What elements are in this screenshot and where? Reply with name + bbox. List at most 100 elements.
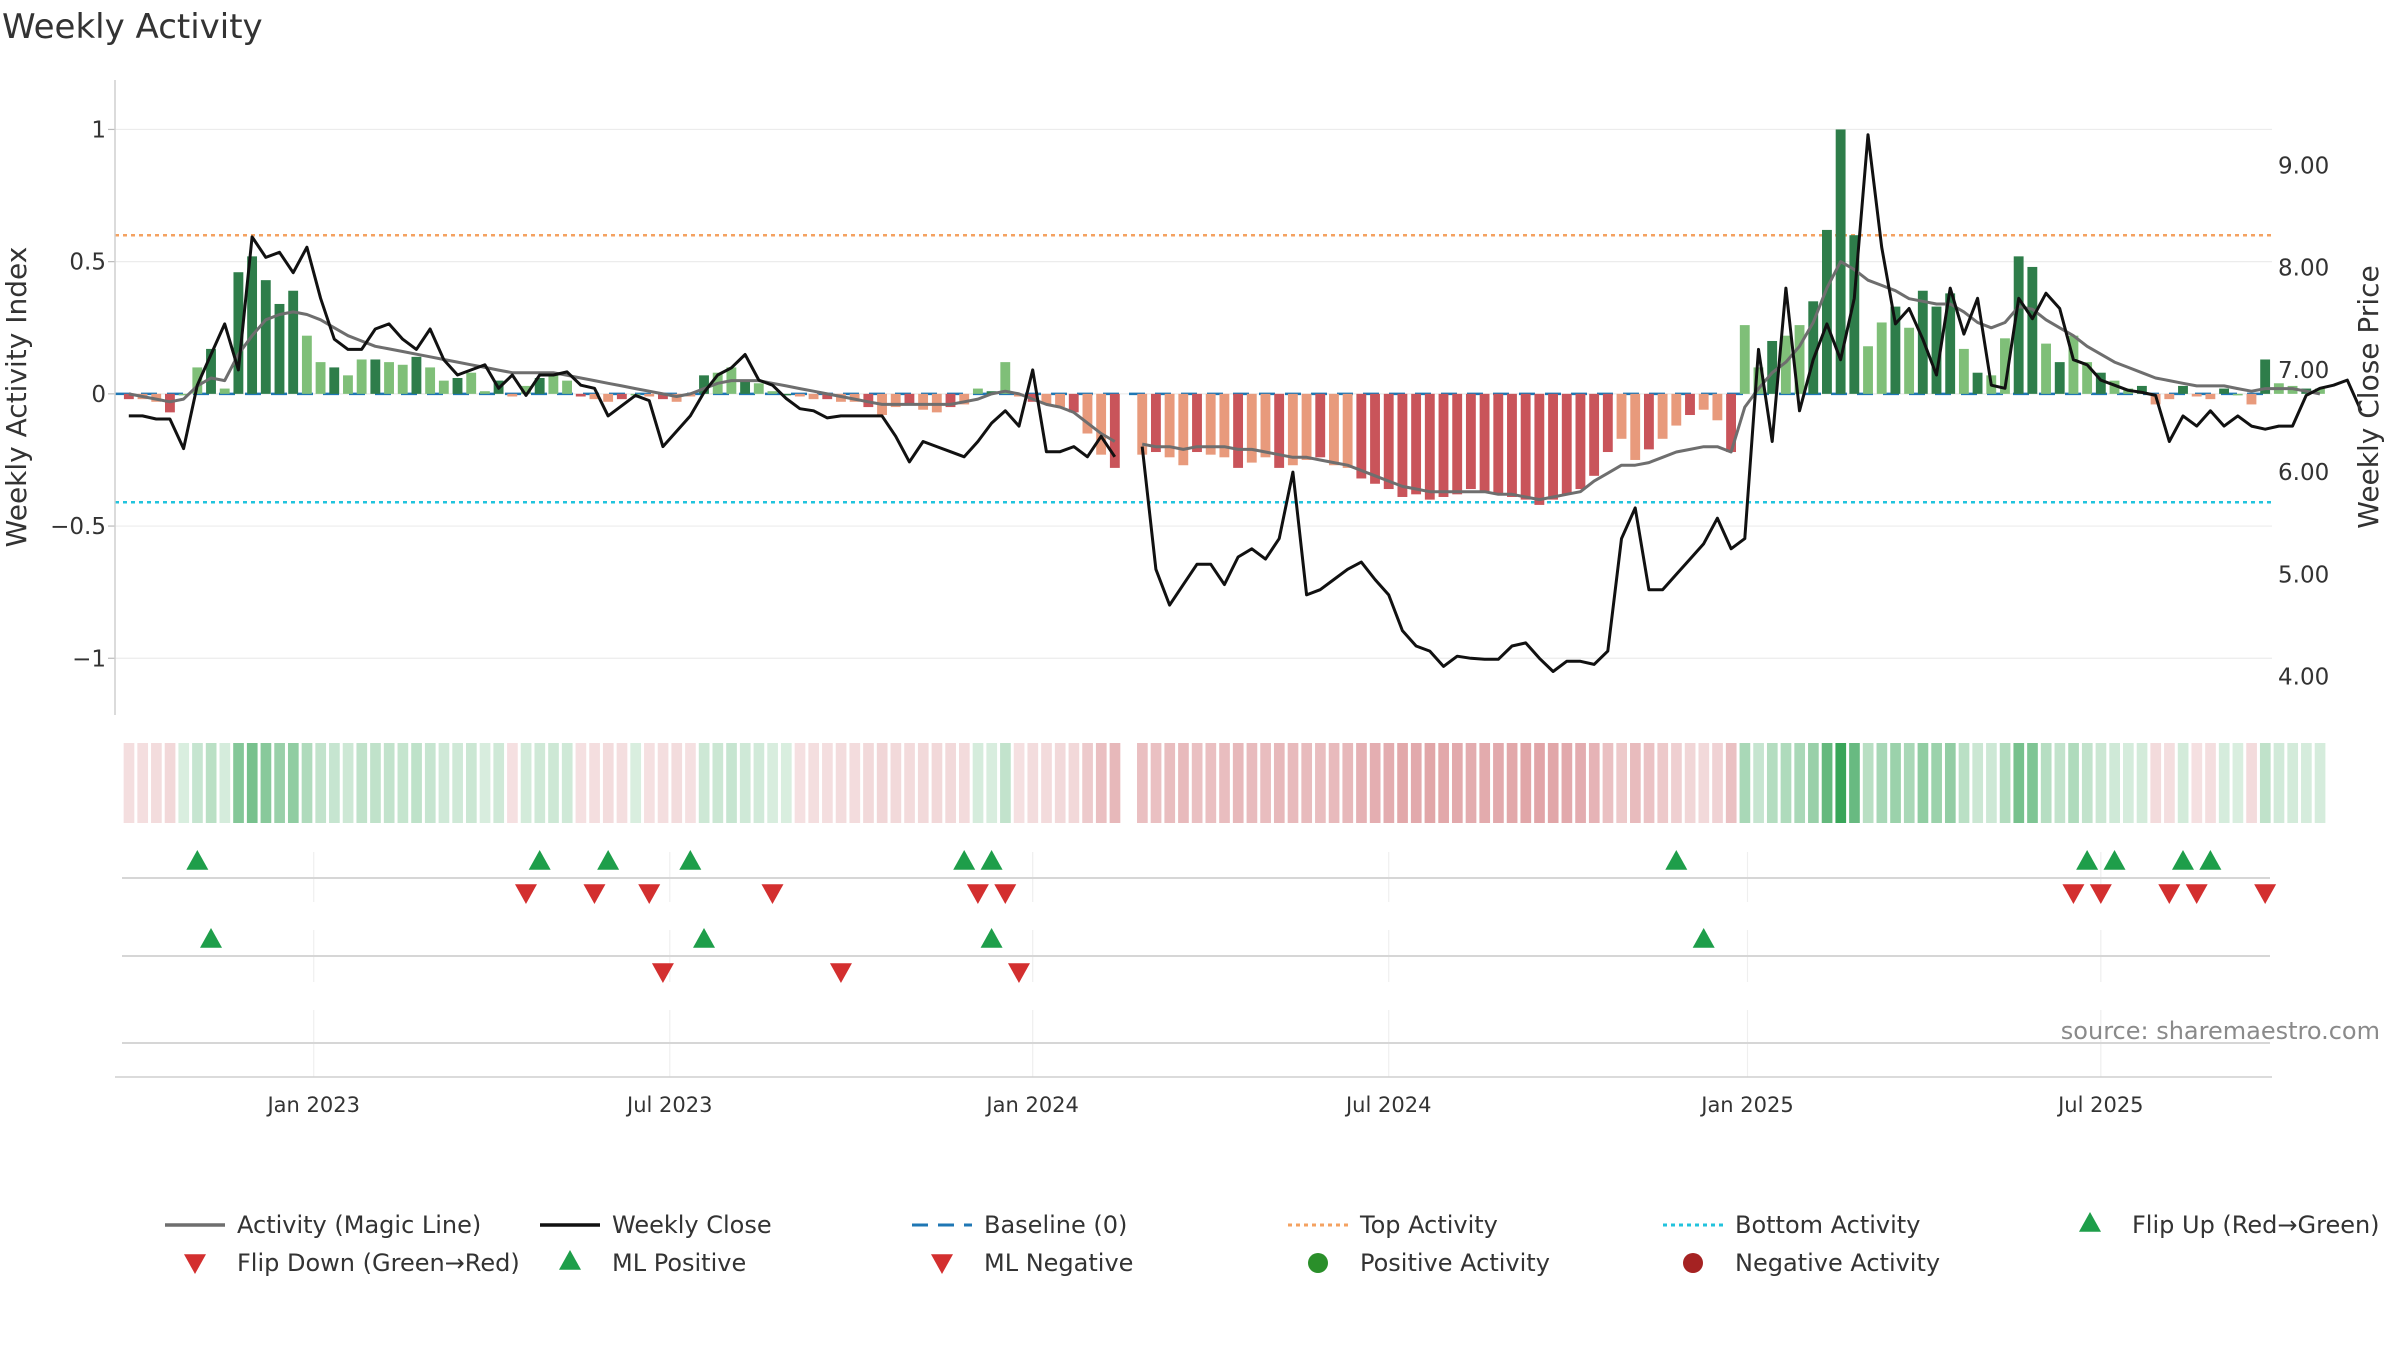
heat-strip-cell [548,743,559,823]
heat-strip-cell [958,743,970,823]
magic-line [128,260,2321,502]
heat-strip-cell [397,743,409,823]
activity-bar [466,372,477,394]
heat-strip-cell [137,743,149,823]
heat-strip-cell [520,743,532,823]
activity-bar [1876,322,1887,394]
activity-bar [767,391,778,394]
activity-bar [1150,393,1161,453]
heat-strip-cell [1068,743,1080,823]
activity-bar [411,356,422,394]
activity-bar [794,393,805,397]
heat-strip-cell [1246,743,1258,823]
weekly-close-line [128,133,2363,673]
activity-bar [1041,393,1052,405]
activity-bar [1548,393,1558,500]
activity-bar [1370,393,1380,484]
activity-bar [1931,306,1942,394]
heat-strip-cell [712,743,724,823]
activity-bar [1287,393,1298,466]
heat-strip-cell [767,743,778,823]
activity-bar [1000,362,1011,394]
activity-bar [1739,325,1750,394]
activity-bar [1685,393,1695,416]
heat-strip-cell [1643,743,1655,823]
heat-strip-cell [808,743,820,823]
activity-bar [1780,335,1791,394]
flip-down-marker [761,884,784,904]
activity-bar [356,359,367,394]
activity-bar [1507,393,1517,497]
flip-down-marker [2158,884,2181,904]
heat-strip-cell [2027,743,2038,823]
x-tick-label: Jan 2024 [984,1093,1079,1117]
ml-negative-marker [829,963,852,983]
activity-bar [1192,393,1202,453]
heat-strip-cell [1739,743,1751,823]
legend-label: Flip Down (Green→Red) [237,1249,520,1277]
heat-strip-cell [411,743,422,823]
heat-strip-cell [1780,743,1792,823]
activity-bar [1397,393,1408,497]
activity-bar [1657,393,1668,439]
heat-strip-cell [726,743,737,823]
heat-strip-cell [287,743,299,823]
activity-bar [1890,306,1901,394]
activity-bar [1767,340,1778,394]
activity-bar [808,393,819,400]
heat-strip-cell [123,743,135,823]
heat-strip-cell [1725,743,1737,823]
heat-strip-cell [1137,743,1148,823]
y-right-tick-label: 4.00 [2278,665,2329,691]
x-tick-label: Jul 2023 [625,1093,712,1117]
heat-strip-cell [972,743,984,823]
heat-strip-cell [1369,743,1381,823]
heat-strip-cell [1219,743,1230,823]
activity-bar [2068,335,2079,394]
activity-bar [1520,393,1531,500]
activity-bar [1233,393,1244,468]
heat-strip-cell [1684,743,1696,823]
activity-bar [425,367,436,394]
flip-down-marker [994,884,1017,904]
legend-symbol-positive-circle [1308,1253,1328,1273]
heat-strip-cell [1712,743,1723,823]
activity-bar [1329,393,1339,466]
activity-bar [1616,393,1627,439]
heat-strip-cell [1534,743,1545,823]
activity-bar [507,393,518,397]
heat-strip-cell [2136,743,2148,823]
heat-strip-cell [1301,743,1313,823]
activity-bar [1849,235,1860,394]
heat-strip-cell [1917,743,1929,823]
activity-bar [343,375,353,394]
legend-symbol-down-triangle [184,1254,206,1274]
heat-strip-cell [205,743,217,823]
heat-strip-cell [2273,743,2285,823]
heat-strip-cell [342,743,354,823]
activity-bar [2164,393,2175,400]
activity-bar [438,380,449,394]
y-right-tick-label: 6.00 [2278,460,2329,486]
y-right-tick-label: 5.00 [2278,562,2329,588]
activity-bar [1178,393,1189,466]
activity-bar [397,364,408,394]
activity-bar [2000,338,2010,394]
heat-strip-cell [178,743,190,823]
heat-strip-cell [753,743,765,823]
heat-strip-cell [1095,743,1107,823]
heat-strip-cell [329,743,340,823]
heat-strip-cell [534,743,546,823]
marker-panel-gridlines [115,852,2272,1078]
heat-strip-cell [452,743,463,823]
heat-strip-cell [575,743,587,823]
heat-strip-cell [1766,743,1778,823]
legend-label: Flip Up (Red→Green) [2132,1211,2380,1239]
heat-strip-cell [1986,743,1997,823]
heat-strip-cell [1191,743,1203,823]
activity-bar [1205,393,1216,455]
heat-strip-cell [1260,743,1271,823]
activity-bar [959,393,970,405]
heat-strip-cell [1616,743,1627,823]
